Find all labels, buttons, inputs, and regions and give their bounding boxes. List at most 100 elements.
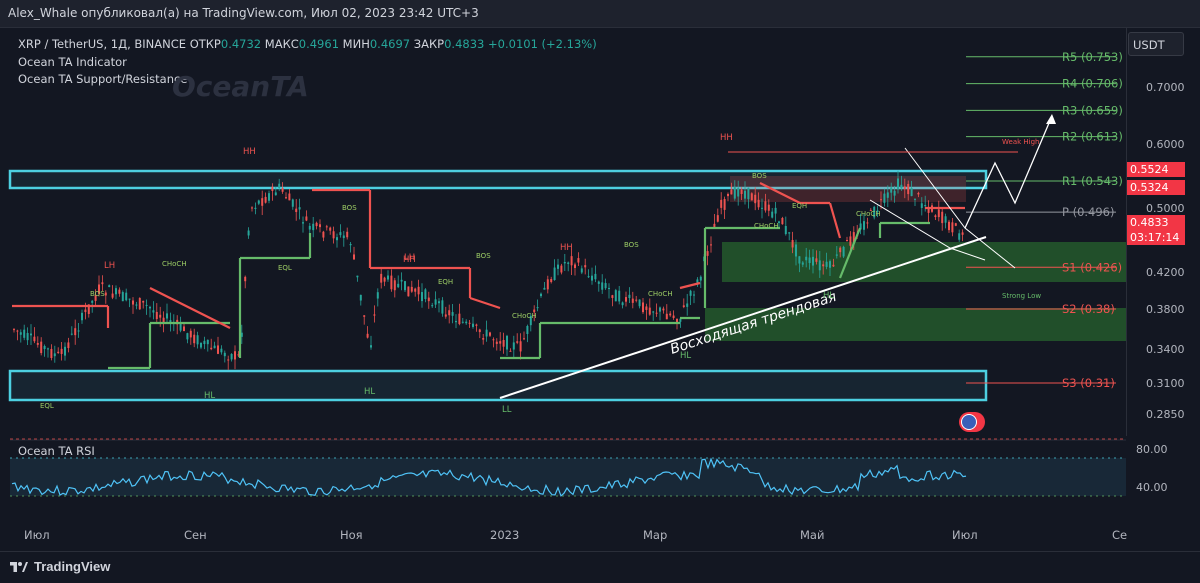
- candle-body: [846, 239, 848, 241]
- candle-body: [873, 206, 876, 218]
- candle-body: [791, 240, 794, 248]
- candle-body: [349, 244, 352, 246]
- candle-body: [410, 286, 413, 292]
- candle-body: [608, 287, 610, 290]
- structure-label-choch: CHoCH: [856, 210, 881, 218]
- candle-body: [604, 283, 607, 289]
- tradingview-logo-icon[interactable]: [10, 560, 28, 574]
- candle-body: [543, 287, 546, 290]
- candle-body: [822, 264, 825, 267]
- bar-countdown: 03:17:14: [1127, 230, 1185, 245]
- candle-body: [540, 293, 542, 297]
- candle-body: [115, 288, 117, 295]
- candle-body: [291, 199, 294, 207]
- candle-body: [489, 332, 491, 336]
- price-tick: 0.4200: [1146, 266, 1185, 279]
- candle-body: [98, 284, 100, 294]
- candle-body: [924, 205, 927, 207]
- candle-body: [138, 298, 141, 310]
- candle-body: [220, 348, 223, 353]
- price-tick: 0.2850: [1146, 408, 1185, 421]
- structure-label-choch: CHoCH: [754, 222, 779, 230]
- candle-body: [390, 275, 393, 290]
- candle-body: [733, 186, 736, 199]
- pivot-label-r1: R1 (0.543): [1062, 174, 1123, 188]
- candle-body: [108, 285, 111, 288]
- time-tick: Июл: [952, 528, 978, 542]
- candle-body: [842, 246, 845, 257]
- structure-label-choch: CHoCH: [162, 260, 187, 268]
- price-badge-high: 0.5524: [1127, 162, 1185, 177]
- candle-body: [159, 314, 162, 318]
- candle-body: [441, 300, 444, 314]
- structure-label-choch: CHoCH: [648, 290, 673, 298]
- candle-body: [693, 294, 695, 296]
- currency-selector[interactable]: USDT: [1128, 32, 1184, 56]
- us-flag-icon[interactable]: [959, 412, 985, 432]
- candle-body: [455, 320, 457, 323]
- price-badge-last: 0.4833: [1127, 215, 1185, 230]
- candle-body: [580, 268, 583, 273]
- candle-body: [648, 307, 651, 315]
- candle-body: [937, 209, 940, 218]
- wedge-lower: [869, 199, 986, 261]
- candle-body: [213, 345, 216, 349]
- candle-body: [550, 279, 553, 283]
- candle-body: [329, 227, 332, 231]
- indicator-legend-1[interactable]: Ocean TA Indicator: [18, 55, 127, 69]
- candle-body: [336, 237, 338, 241]
- candle-body: [30, 333, 32, 336]
- candle-body: [737, 187, 740, 197]
- candle-body: [910, 188, 913, 197]
- swing-label-ll: LL: [502, 405, 512, 415]
- candle-body: [414, 288, 417, 292]
- rsi-title[interactable]: Ocean TA RSI: [18, 444, 95, 458]
- candle-body: [87, 304, 90, 314]
- candle-body: [94, 295, 97, 301]
- candle-body: [203, 340, 206, 345]
- candle-body: [533, 309, 536, 313]
- candle-body: [363, 315, 366, 317]
- candle-body: [132, 300, 134, 305]
- candle-body: [577, 258, 580, 263]
- candle-body: [730, 189, 733, 195]
- candle-body: [628, 294, 631, 299]
- candle-body: [475, 324, 478, 326]
- candle-body: [407, 286, 410, 297]
- candle-body: [285, 197, 287, 199]
- pivot-label-s2: S2 (0.38): [1062, 302, 1115, 316]
- candle-body: [682, 305, 685, 308]
- candle-body: [183, 326, 185, 332]
- candle-body: [400, 279, 403, 282]
- candle-body: [193, 334, 196, 344]
- candle-body: [948, 221, 950, 231]
- candle-body: [366, 333, 369, 338]
- weak-high-label: Weak High: [1002, 138, 1039, 146]
- support-zone: [8, 369, 988, 402]
- candle-body: [499, 341, 502, 344]
- indicator-legend-2[interactable]: Ocean TA Support/Resistance: [18, 72, 188, 86]
- candle-body: [145, 304, 148, 306]
- candle-body: [720, 199, 723, 208]
- candle-body: [482, 338, 485, 340]
- candle-body: [512, 342, 515, 350]
- candle-body: [23, 329, 26, 338]
- candle-body: [104, 292, 107, 296]
- structure-label-eql: EQL: [278, 264, 292, 272]
- demand-zone-upper: [722, 242, 1126, 282]
- candle-body: [563, 261, 566, 264]
- candle-body: [234, 351, 236, 360]
- publish-header: Alex_Whale опубликовал(а) на TradingView…: [0, 0, 1200, 28]
- tradingview-brand[interactable]: TradingView: [34, 559, 111, 574]
- candle-body: [546, 279, 549, 290]
- candle-body: [135, 304, 138, 306]
- candle-body: [179, 323, 182, 331]
- swing-label-hl: HL: [364, 387, 375, 397]
- candle-body: [448, 310, 451, 316]
- trend-steps: [12, 182, 965, 370]
- candle-body: [210, 347, 213, 350]
- price-chart[interactable]: R5 (0.753) R4 (0.706) R3 (0.659) R2 (0.613)…: [0, 28, 1126, 551]
- candle-body: [699, 276, 702, 281]
- symbol-name[interactable]: XRP / TetherUS, 1Д, BINANCE: [18, 37, 187, 51]
- high-value: 0.4961: [298, 37, 340, 51]
